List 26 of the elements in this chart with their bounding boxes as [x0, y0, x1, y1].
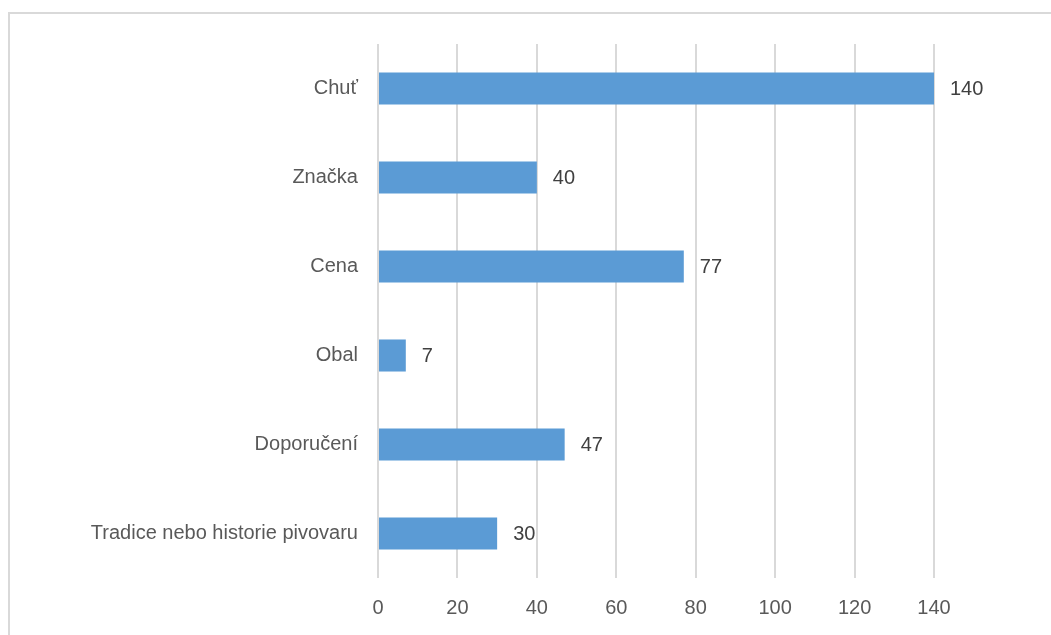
- bar: [379, 161, 537, 194]
- x-tick-label: 20: [446, 595, 469, 618]
- y-tick-label: Značka: [292, 165, 359, 188]
- bar: [379, 517, 498, 550]
- data-label: 140: [950, 77, 984, 100]
- y-tick-label: Doporučení: [254, 432, 359, 455]
- x-tick-label: 140: [917, 595, 951, 618]
- bar: [379, 72, 934, 105]
- data-label: 47: [580, 433, 603, 456]
- y-tick-label: Obal: [315, 343, 358, 366]
- data-label: 40: [552, 166, 576, 189]
- x-tick-label: 60: [605, 595, 628, 618]
- y-tick-label: Tradice nebo historie pivovaru: [90, 521, 358, 544]
- data-label: 77: [699, 255, 723, 278]
- data-label: 7: [421, 344, 433, 367]
- data-label: 30: [513, 522, 536, 545]
- bar: [379, 339, 406, 372]
- x-tick-label: 40: [525, 595, 548, 618]
- bar: [379, 250, 684, 283]
- x-tick-label: 120: [837, 595, 872, 618]
- x-tick-label: 0: [372, 595, 384, 618]
- bar: [379, 428, 565, 461]
- x-tick-label: 100: [758, 595, 792, 618]
- x-tick-label: 80: [684, 595, 707, 618]
- y-tick-label: Cena: [310, 254, 359, 277]
- y-tick-label: Chuť: [313, 76, 359, 99]
